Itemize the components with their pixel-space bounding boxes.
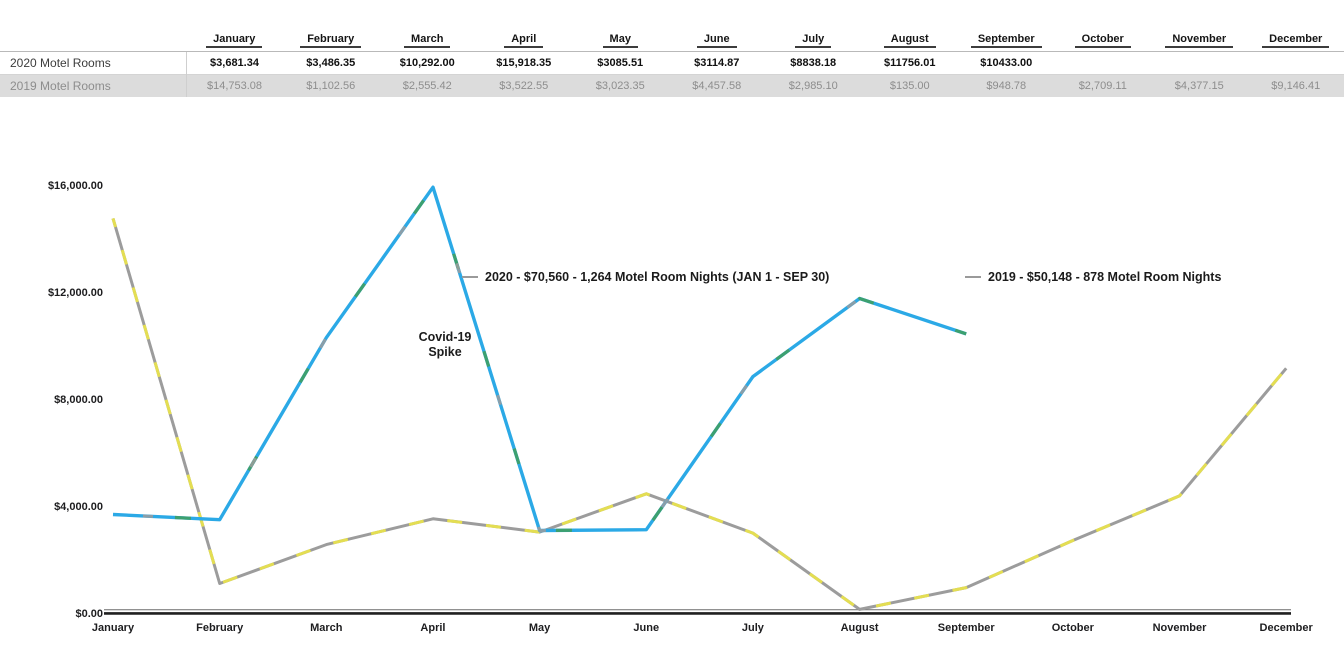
line-chart: $16,000.00 $12,000.00 $8,000.00 $4,000.00 $0… <box>48 180 1314 634</box>
covid-spike-annotation: Covid-19 Spike <box>401 330 489 360</box>
table-cell[interactable]: $4,457.58 <box>692 80 742 92</box>
column-header-february[interactable]: February <box>282 26 379 52</box>
table-row-2020: 2020 Motel Rooms $3,681.34 $3,486.35 $10,29… <box>0 51 1344 75</box>
x-axis-label-may: May <box>529 622 551 634</box>
table-header-row: January February March April May June July Augu… <box>0 26 1344 52</box>
column-header-august[interactable]: August <box>861 26 958 52</box>
x-axis-label-september: September <box>938 622 996 634</box>
column-header-april[interactable]: April <box>475 26 572 52</box>
column-header-label: September <box>970 33 1042 48</box>
x-axis-label-january: January <box>92 622 135 634</box>
column-header-september[interactable]: September <box>958 26 1055 52</box>
x-axis-label-october: October <box>1052 622 1095 634</box>
table-cell[interactable]: $15,918.35 <box>496 57 552 69</box>
column-header-label: December <box>1262 33 1330 48</box>
column-header-march[interactable]: March <box>379 26 476 52</box>
x-axis-label-march: March <box>310 622 343 634</box>
table-cell[interactable]: $3,522.55 <box>499 80 549 92</box>
table-cell[interactable]: $4,377.15 <box>1174 80 1224 92</box>
column-header-label: April <box>504 33 544 48</box>
table-cell[interactable]: $948.78 <box>986 80 1027 92</box>
table-cell[interactable]: $2,555.42 <box>402 80 452 92</box>
x-axis-label-december: December <box>1260 622 1314 634</box>
table-cell[interactable]: $135.00 <box>889 80 930 92</box>
data-table: January February March April May June July Augu… <box>0 26 1344 97</box>
data-table-section: January February March April May June July Augu… <box>0 26 1344 97</box>
y-axis-tick-label: $4,000.00 <box>54 501 103 513</box>
legend-2019-label: 2019 - $50,148 - 878 Motel Room Nights <box>988 270 1222 284</box>
x-axis-label-june: June <box>633 622 659 634</box>
table-cell[interactable]: $8838.18 <box>790 57 837 69</box>
series-line-2019-dash <box>111 217 1288 611</box>
legend-2019-marker-icon <box>965 276 981 278</box>
column-header-label: November <box>1165 33 1234 48</box>
table-cell[interactable]: $2,985.10 <box>788 80 838 92</box>
x-axis-label-november: November <box>1153 622 1208 634</box>
y-axis-tick-label: $8,000.00 <box>54 394 103 406</box>
table-cell[interactable]: $3,486.35 <box>306 57 356 69</box>
column-header-label: January <box>206 33 263 48</box>
legend-2020-marker-icon <box>462 276 478 278</box>
table-cell[interactable]: $3,023.35 <box>595 80 645 92</box>
table-cell[interactable] <box>1151 52 1248 75</box>
series-line-2020 <box>112 185 967 533</box>
table-cell[interactable]: $11756.01 <box>884 57 936 69</box>
table-cell[interactable]: $3,681.34 <box>210 57 259 69</box>
column-header-july[interactable]: July <box>765 26 862 52</box>
column-header-label: May <box>602 33 638 48</box>
table-cell[interactable]: $1,102.56 <box>306 80 356 92</box>
x-axis-label-july: July <box>742 622 765 634</box>
column-header-label: March <box>404 33 451 48</box>
column-header-october[interactable]: October <box>1054 26 1151 52</box>
table-cell[interactable]: $10,292.00 <box>399 57 455 69</box>
x-axis-label-february: February <box>196 622 244 634</box>
table-body: 2020 Motel Rooms $3,681.34 $3,486.35 $10,29… <box>0 51 1344 97</box>
column-header-label: February <box>300 33 362 48</box>
table-cell[interactable] <box>1055 52 1152 75</box>
column-header-label: June <box>696 33 737 48</box>
table-cell[interactable]: $3085.51 <box>597 57 644 69</box>
y-axis-tick-label: $0.00 <box>75 608 103 620</box>
column-header-may[interactable]: May <box>572 26 669 52</box>
table-cell[interactable]: $10433.00 <box>980 57 1033 69</box>
column-header-november[interactable]: November <box>1151 26 1248 52</box>
row-label[interactable]: 2019 Motel Rooms <box>0 74 187 97</box>
table-row-2019: 2019 Motel Rooms $14,753.08 $1,102.56 $2,55… <box>0 74 1344 97</box>
y-axis-tick-label: $16,000.00 <box>48 180 103 192</box>
row-label[interactable]: 2020 Motel Rooms <box>0 51 187 75</box>
column-header-december[interactable]: December <box>1247 26 1344 52</box>
series-line-2020-dash-green <box>112 185 967 533</box>
covid-spike-annotation-line2: Spike <box>428 345 462 359</box>
legend-2019: 2019 - $50,148 - 878 Motel Room Nights <box>965 270 1221 284</box>
table-cell[interactable]: $2,709.11 <box>1078 80 1127 92</box>
table-cell[interactable] <box>1248 52 1344 75</box>
table-cell[interactable]: $3114.87 <box>694 57 740 69</box>
x-axis-label-august: August <box>841 622 879 634</box>
series-line-2020-dash-gray <box>112 185 967 532</box>
column-header-label: October <box>1074 33 1131 48</box>
table-cell[interactable]: $9,146.41 <box>1271 80 1321 92</box>
column-header-label: July <box>795 33 832 48</box>
table-corner-cell <box>0 26 186 52</box>
legend-2020-label: 2020 - $70,560 - 1,264 Motel Room Nights… <box>485 270 830 284</box>
column-header-label: August <box>883 33 936 48</box>
y-axis-tick-label: $12,000.00 <box>48 287 103 299</box>
covid-spike-annotation-line1: Covid-19 <box>418 330 472 344</box>
table-cell[interactable]: $14,753.08 <box>206 80 263 92</box>
x-axis-label-april: April <box>420 622 445 634</box>
column-header-june[interactable]: June <box>668 26 765 52</box>
legend-2020: 2020 - $70,560 - 1,264 Motel Room Nights… <box>462 270 829 284</box>
column-header-january[interactable]: January <box>186 26 283 52</box>
